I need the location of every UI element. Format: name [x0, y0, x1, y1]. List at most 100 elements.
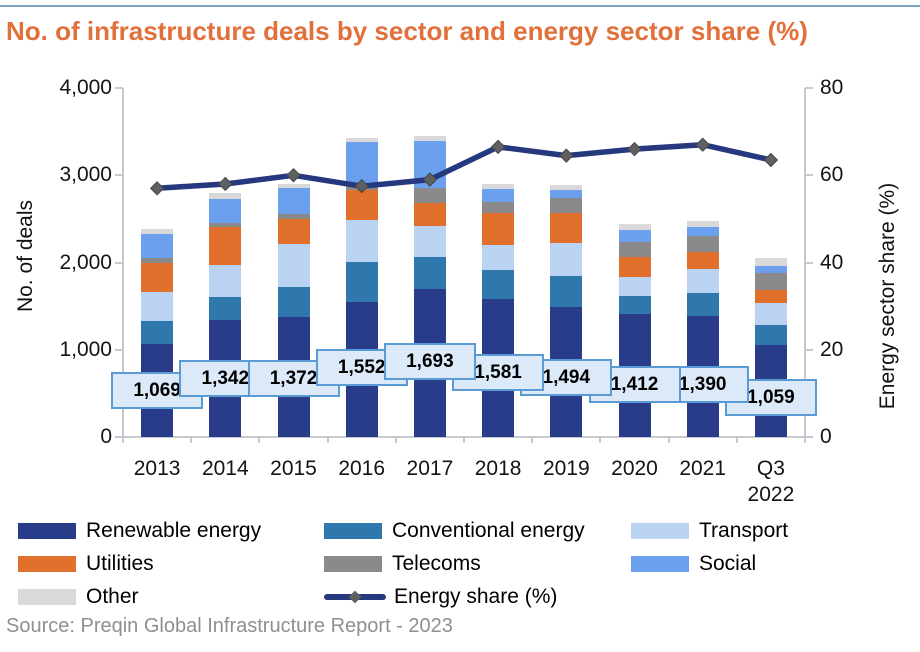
bar-segment-telecoms-2015 [277, 214, 310, 219]
legend-swatch-renewable-energy [18, 523, 76, 539]
bar-segment-telecoms-2021 [686, 236, 719, 252]
left-tick-1000 [115, 348, 123, 351]
left-tick-label-1000: 1,000 [59, 337, 112, 361]
legend-swatch-conventional-energy [324, 523, 382, 539]
right-tick-40 [805, 261, 813, 264]
bar-segment-transport-2019 [550, 242, 583, 277]
bar-segment-utilities-2020 [618, 257, 651, 277]
legend-label-utilities: Utilities [86, 552, 154, 575]
right-tick-label-0: 0 [820, 425, 832, 448]
x-axis-tick-9 [735, 437, 738, 443]
line-marker-2014 [218, 176, 233, 192]
bar-segment-other-2016 [345, 138, 378, 142]
left-tick-label-0: 0 [100, 425, 112, 448]
x-axis-tick-6 [531, 437, 534, 443]
bar-segment-conventional-energy-2019 [550, 276, 583, 307]
chart-legend: Renewable energy Conventional energy Trans… [0, 519, 920, 609]
bar-segment-telecoms-2017 [413, 188, 446, 203]
bar-segment-other-2014 [209, 193, 242, 199]
bar-segment-conventional-energy-2017 [413, 256, 446, 290]
x-label-2017: 2017 [406, 457, 454, 480]
legend-item-utilities: Utilities [18, 552, 324, 576]
bar-segment-social-2013 [141, 233, 174, 259]
bar-segment-utilities-2014 [209, 227, 242, 265]
x-axis-tick-1 [190, 437, 193, 443]
right-tick-80 [805, 87, 813, 89]
bar-segment-other-2018 [482, 183, 515, 189]
bar-segment-transport-2016 [345, 220, 378, 262]
line-marker-2021 [695, 137, 710, 152]
bar-segment-conventional-energy-2016 [345, 261, 378, 302]
bar-segment-utilities-q3-2022 [754, 289, 787, 304]
line-marker-q3-2022 [763, 152, 779, 168]
bar-segment-conventional-energy-2021 [686, 292, 719, 316]
bar-segment-social-2020 [618, 230, 651, 242]
bar-segment-transport-2017 [413, 226, 446, 257]
legend-label-renewable-energy: Renewable energy [86, 519, 262, 542]
bar-segment-utilities-2015 [277, 218, 310, 244]
bar-segment-utilities-2013 [141, 263, 174, 293]
left-tick-3000 [115, 174, 123, 177]
right-tick-label-20: 20 [820, 337, 844, 361]
legend-swatch-other [18, 589, 76, 605]
legend-line-diamond-icon [348, 590, 362, 604]
bar-segment-other-2013 [141, 229, 174, 234]
legend-swatch-utilities [18, 556, 76, 572]
bar-segment-other-2017 [413, 135, 446, 141]
line-marker-2018 [490, 139, 506, 155]
legend-swatch-transport [631, 523, 689, 539]
top-divider-rule [0, 5, 920, 7]
x-axis-tick-0 [122, 437, 124, 443]
x-label-2015: 2015 [270, 457, 317, 480]
right-tick-label-40: 40 [820, 250, 844, 274]
legend-label-conventional-energy: Conventional energy [392, 519, 585, 542]
bar-segment-utilities-2016 [345, 189, 378, 220]
bar-segment-social-2015 [277, 187, 310, 215]
left-tick-4000 [115, 87, 123, 89]
x-axis-tick-3 [326, 437, 329, 443]
bar-segment-utilities-2019 [550, 212, 583, 243]
right-tick-label-60: 60 [820, 163, 844, 187]
bar-segment-telecoms-2018 [482, 202, 515, 214]
legend-item-transport: Transport [631, 519, 920, 543]
left-tick-2000 [115, 261, 123, 264]
legend-item-other: Other [18, 585, 324, 609]
legend-item-energy-share: Energy share (%) [324, 585, 631, 609]
bar-segment-transport-q3-2022 [754, 303, 787, 325]
x-label-2013: 2013 [133, 457, 181, 480]
x-axis-tick-5 [463, 437, 465, 443]
bar-segment-utilities-2017 [413, 202, 446, 227]
line-marker-2016 [354, 178, 369, 194]
bar-segment-telecoms-2020 [618, 241, 651, 258]
right-tick-60 [805, 174, 813, 177]
x-axis-tick-8 [667, 437, 670, 443]
y-axis-left [122, 88, 124, 437]
bar-segment-social-2014 [209, 198, 242, 224]
bar-segment-conventional-energy-2020 [618, 296, 651, 314]
line-marker-2019 [559, 148, 574, 163]
right-tick-0 [805, 436, 813, 438]
legend-label-telecoms: Telecoms [392, 552, 481, 575]
bar-segment-other-2015 [277, 183, 310, 188]
legend-line-swatch [324, 590, 386, 604]
x-label-2014: 2014 [201, 457, 249, 480]
bar-segment-conventional-energy-2015 [277, 286, 310, 318]
x-axis-tick-2 [258, 437, 261, 443]
left-tick-0 [115, 436, 123, 438]
left-tick-label-2000: 2,000 [59, 250, 112, 274]
x-label-2019: 2019 [542, 457, 590, 480]
energy-share-line [154, 141, 774, 192]
chart-title: No. of infrastructure deals by sector an… [6, 16, 808, 46]
source-note: Source: Preqin Global Infrastructure Rep… [6, 615, 453, 637]
bar-segment-telecoms-2013 [141, 258, 174, 264]
bar-segment-conventional-energy-2014 [209, 296, 242, 320]
bar-segment-social-2018 [482, 188, 515, 203]
bar-segment-other-2021 [686, 220, 719, 228]
x-label-2021: 2021 [679, 457, 727, 480]
line-marker-2017 [422, 172, 438, 187]
line-marker-2020 [627, 141, 642, 157]
bar-segment-conventional-energy-2013 [141, 321, 174, 344]
left-tick-label-4000: 4,000 [59, 76, 112, 99]
bar-segment-social-2019 [550, 189, 583, 199]
bar-segment-telecoms-2019 [550, 198, 583, 213]
